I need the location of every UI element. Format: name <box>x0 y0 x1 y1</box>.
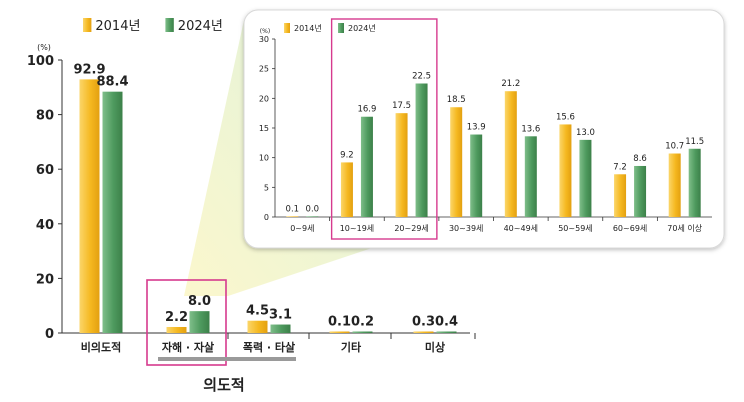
inset-bar-2014 <box>504 91 517 217</box>
inset-legend-swatch-1 <box>338 23 344 33</box>
inset-data-label: 18.5 <box>447 95 466 105</box>
data-label: 88.4 <box>96 75 128 90</box>
inset-bar-2024 <box>415 83 428 217</box>
inset-data-label: 22.5 <box>412 72 431 82</box>
x-category-label: 비의도적 <box>81 340 121 354</box>
inset-data-label: 11.5 <box>685 137 704 147</box>
inset-x-category-label: 0~9세 <box>290 224 314 233</box>
inset-x-category-label: 30~39세 <box>449 224 483 233</box>
inset-x-category-label: 60~69세 <box>613 224 647 233</box>
y-tick-label: 20 <box>36 272 54 287</box>
data-label: 0.2 <box>351 315 374 330</box>
inset-y-tick-label: 0 <box>264 213 269 222</box>
inset-bar-2014 <box>450 107 463 217</box>
y-axis-unit-label: (%) <box>37 43 51 52</box>
inset-bar-2014 <box>559 124 572 217</box>
inset-y-tick-label: 20 <box>259 94 269 103</box>
inset-x-category-label: 40~49세 <box>504 224 538 233</box>
data-label: 92.9 <box>73 62 105 77</box>
y-tick-label: 0 <box>45 327 54 342</box>
inset-data-label: 0.0 <box>306 204 320 214</box>
bar-2024 <box>189 311 210 333</box>
inset-legend-label-1: 2024년 <box>348 23 376 33</box>
inset-bar-2024 <box>360 116 373 217</box>
inset-data-label: 17.5 <box>392 101 411 111</box>
inset-data-label: 16.9 <box>357 105 376 115</box>
inset-data-label: 15.6 <box>556 112 575 122</box>
inset-bar-2014 <box>395 113 408 217</box>
y-tick-label: 100 <box>27 54 54 69</box>
inset-bar-2024 <box>524 136 537 217</box>
bar-2024 <box>436 331 457 333</box>
inset-y-unit-label: (%) <box>260 28 270 35</box>
inset-data-label: 21.2 <box>501 79 520 89</box>
data-label: 0.3 <box>412 315 435 330</box>
data-label: 4.5 <box>246 304 269 319</box>
inset-bar-2014 <box>614 174 627 217</box>
x-category-label: 자해 · 자살 <box>162 340 214 354</box>
bar-2024 <box>270 324 291 333</box>
bar-2014 <box>79 79 100 334</box>
bar-2014 <box>166 326 187 333</box>
inset-data-label: 0.1 <box>286 204 300 214</box>
legend-swatch-0 <box>83 18 92 32</box>
x-category-label: 폭력 · 타살 <box>243 340 295 354</box>
y-tick-label: 40 <box>36 218 54 233</box>
inset-x-category-label: 20~29세 <box>394 224 428 233</box>
legend: 2014년 2024년 2014년 2024년 <box>83 18 376 34</box>
inset-x-category-label: 50~59세 <box>558 224 592 233</box>
inset-legend-label-0: 2014년 <box>294 23 322 33</box>
inset-bar-2024 <box>688 148 701 217</box>
inset-y-tick-label: 25 <box>259 65 269 74</box>
highlight-box <box>146 279 227 366</box>
inset-bar-2024 <box>306 216 319 217</box>
x-category-label: 기타 <box>341 340 362 354</box>
inset-y-tick-label: 15 <box>259 124 269 133</box>
inset-highlight-box <box>330 18 438 240</box>
group-label: 의도적 <box>203 376 244 394</box>
legend-label-1: 2024년 <box>178 19 223 34</box>
inset-x-category-label: 70세 이상 <box>667 223 702 233</box>
inset-y-tick-label: 10 <box>259 154 269 163</box>
data-label: 3.1 <box>269 308 292 323</box>
bar-2014 <box>413 331 434 333</box>
inset-data-label: 7.2 <box>613 162 627 172</box>
inset-data-label: 13.0 <box>576 128 595 138</box>
bar-2024 <box>352 331 373 333</box>
bar-2014 <box>329 331 350 333</box>
inset-bar-2024 <box>579 139 592 217</box>
x-category-label: 미상 <box>425 340 445 354</box>
inset-bar-2014 <box>286 216 299 217</box>
bar-2014 <box>247 320 268 333</box>
inset-y-tick-label: 5 <box>264 183 269 192</box>
inset-data-label: 8.6 <box>633 154 647 164</box>
inset-y-tick-label: 30 <box>259 35 269 44</box>
data-label: 8.0 <box>188 294 211 309</box>
data-label: 0.1 <box>328 315 351 330</box>
inset-data-label: 13.9 <box>467 123 486 133</box>
inset-data-label: 9.2 <box>340 150 354 160</box>
inset-bar-2014 <box>668 153 681 217</box>
bar-2024 <box>102 91 123 333</box>
data-label: 2.2 <box>165 310 188 325</box>
inset-legend-swatch-0 <box>284 23 290 33</box>
inset-data-label: 13.6 <box>521 124 540 134</box>
data-label: 0.4 <box>435 315 458 330</box>
inset-bar-2014 <box>340 162 353 217</box>
y-tick-label: 80 <box>36 109 54 124</box>
inset-data-label: 10.7 <box>665 142 684 152</box>
inset-x-category-label: 10~19세 <box>340 224 374 233</box>
inset-bar-2024 <box>634 165 647 217</box>
inset-bar-chart: (%) 0 5 10 15 20 25 30 0.1 0.0 0~9세 9.2 16.9 10~19세 17… <box>243 9 725 249</box>
legend-swatch-1 <box>165 18 174 32</box>
inset-bar-2024 <box>470 134 483 217</box>
legend-label-0: 2014년 <box>95 19 140 34</box>
y-tick-label: 60 <box>36 163 54 178</box>
